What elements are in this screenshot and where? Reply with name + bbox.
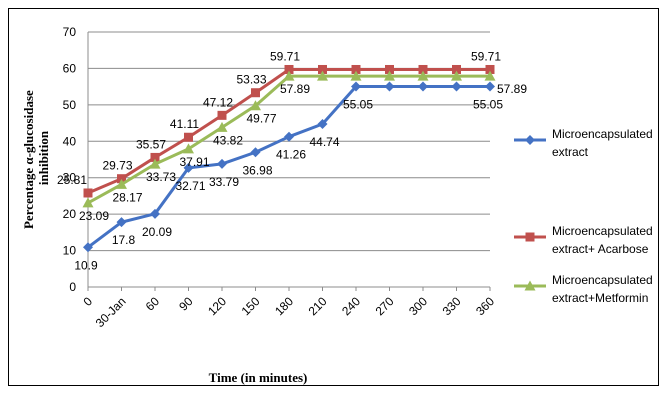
data-point-marker bbox=[351, 64, 361, 74]
data-point-marker bbox=[83, 188, 93, 198]
data-label: 35.57 bbox=[136, 137, 166, 151]
legend-label-line1: Microencapsulated bbox=[552, 127, 653, 141]
data-point-marker bbox=[116, 217, 127, 228]
y-tick-label: 30 bbox=[63, 171, 77, 185]
data-point-marker bbox=[250, 147, 261, 158]
data-point-marker bbox=[83, 242, 93, 253]
data-label: 20.09 bbox=[142, 225, 172, 239]
data-point-marker bbox=[485, 64, 495, 74]
chart-border bbox=[8, 8, 659, 386]
y-tick-label: 20 bbox=[63, 207, 77, 221]
data-label: 55.05 bbox=[343, 97, 373, 111]
series-1 bbox=[83, 81, 495, 253]
data-label: 55.05 bbox=[473, 97, 503, 111]
legend-label-line2: extract+Metformin bbox=[552, 291, 648, 305]
x-axis-title: Time (in minutes) bbox=[209, 370, 308, 385]
data-point-marker bbox=[350, 70, 362, 81]
data-point-marker bbox=[384, 70, 395, 81]
data-label: 59.71 bbox=[270, 49, 300, 63]
legend: MicroencapsulatedextractMicroencapsulate… bbox=[514, 127, 653, 305]
data-point-marker bbox=[317, 119, 328, 130]
data-point-marker bbox=[317, 70, 328, 81]
legend-entry: Microencapsulated extract+ Acarbose bbox=[514, 224, 653, 256]
data-point-marker bbox=[484, 70, 496, 81]
data-point-marker bbox=[82, 197, 94, 208]
data-point-marker bbox=[284, 64, 294, 74]
y-axis-title-line1: Percentage α-glucosidase bbox=[21, 90, 36, 229]
data-point-marker bbox=[184, 132, 193, 142]
data-label: 41.26 bbox=[276, 148, 306, 162]
data-label: 36.98 bbox=[242, 163, 272, 177]
y-tick-label: 50 bbox=[63, 98, 77, 112]
series-2 bbox=[83, 64, 495, 198]
data-label: 28.17 bbox=[112, 190, 142, 204]
y-tick-label: 60 bbox=[63, 61, 77, 75]
data-label: 10.9 bbox=[74, 258, 98, 272]
data-point-marker bbox=[385, 64, 394, 74]
y-axis-title-line2: inhibition bbox=[36, 130, 51, 185]
y-tick-label: 0 bbox=[69, 280, 76, 294]
legend-label-line2: extract bbox=[552, 145, 589, 159]
legend-entry: Microencapsulated extract bbox=[514, 127, 653, 159]
data-point-marker bbox=[217, 158, 227, 169]
data-point-marker bbox=[116, 178, 127, 189]
data-point-marker bbox=[183, 143, 194, 154]
legend-label-line1: Microencapsulated bbox=[552, 273, 653, 287]
data-point-marker bbox=[452, 64, 461, 74]
data-label: 37.91 bbox=[179, 155, 209, 169]
data-label: 53.33 bbox=[236, 73, 266, 87]
series-3 bbox=[82, 70, 496, 208]
data-point-marker bbox=[451, 70, 462, 81]
y-tick-label: 10 bbox=[63, 244, 77, 258]
data-point-marker bbox=[150, 208, 160, 219]
data-label: 17.8 bbox=[112, 233, 136, 247]
data-point-marker bbox=[283, 70, 295, 81]
data-point-marker bbox=[384, 81, 395, 92]
data-label: 59.71 bbox=[471, 49, 501, 63]
data-point-marker bbox=[217, 110, 227, 120]
data-point-marker bbox=[216, 121, 228, 132]
data-point-marker bbox=[117, 174, 126, 184]
data-point-marker bbox=[418, 64, 428, 74]
data-label: 25.81 bbox=[57, 173, 87, 187]
y-tick-label: 70 bbox=[63, 25, 77, 39]
data-label: 41.11 bbox=[170, 117, 199, 131]
data-label: 33.73 bbox=[146, 170, 176, 184]
legend-marker bbox=[525, 232, 535, 242]
data-point-marker bbox=[251, 88, 260, 98]
data-label: 57.89 bbox=[280, 82, 310, 96]
legend-entry: Microencapsulated extract+Metformin bbox=[514, 273, 653, 305]
data-point-marker bbox=[417, 70, 429, 81]
data-label: 57.89 bbox=[497, 82, 527, 96]
y-axis-title: Percentage α-glucosidase inhibition bbox=[21, 87, 51, 229]
data-point-marker bbox=[451, 81, 462, 92]
data-label: 23.09 bbox=[79, 209, 109, 223]
legend-label-line2: extract+ Acarbose bbox=[552, 242, 649, 256]
data-point-marker bbox=[318, 64, 327, 74]
data-label: 49.77 bbox=[246, 112, 276, 126]
data-point-marker bbox=[250, 100, 261, 111]
data-label: 29.73 bbox=[102, 159, 132, 173]
legend-label-line1: Microencapsulated bbox=[552, 224, 653, 238]
data-point-marker bbox=[485, 81, 495, 92]
data-label: 43.82 bbox=[213, 133, 243, 147]
data-point-marker bbox=[150, 152, 160, 162]
y-tick-label: 40 bbox=[63, 134, 77, 148]
legend-marker bbox=[525, 135, 535, 145]
data-label: 44.74 bbox=[309, 135, 339, 149]
data-label: 32.71 bbox=[175, 179, 205, 193]
legend-marker bbox=[524, 280, 536, 291]
data-point-marker bbox=[418, 81, 428, 92]
data-label: 47.12 bbox=[203, 95, 233, 109]
data-point-marker bbox=[284, 131, 294, 142]
data-label: 33.79 bbox=[209, 175, 239, 189]
data-point-marker bbox=[351, 81, 361, 92]
data-point-marker bbox=[183, 162, 194, 173]
series-lines bbox=[82, 64, 496, 253]
data-point-marker bbox=[149, 158, 161, 169]
